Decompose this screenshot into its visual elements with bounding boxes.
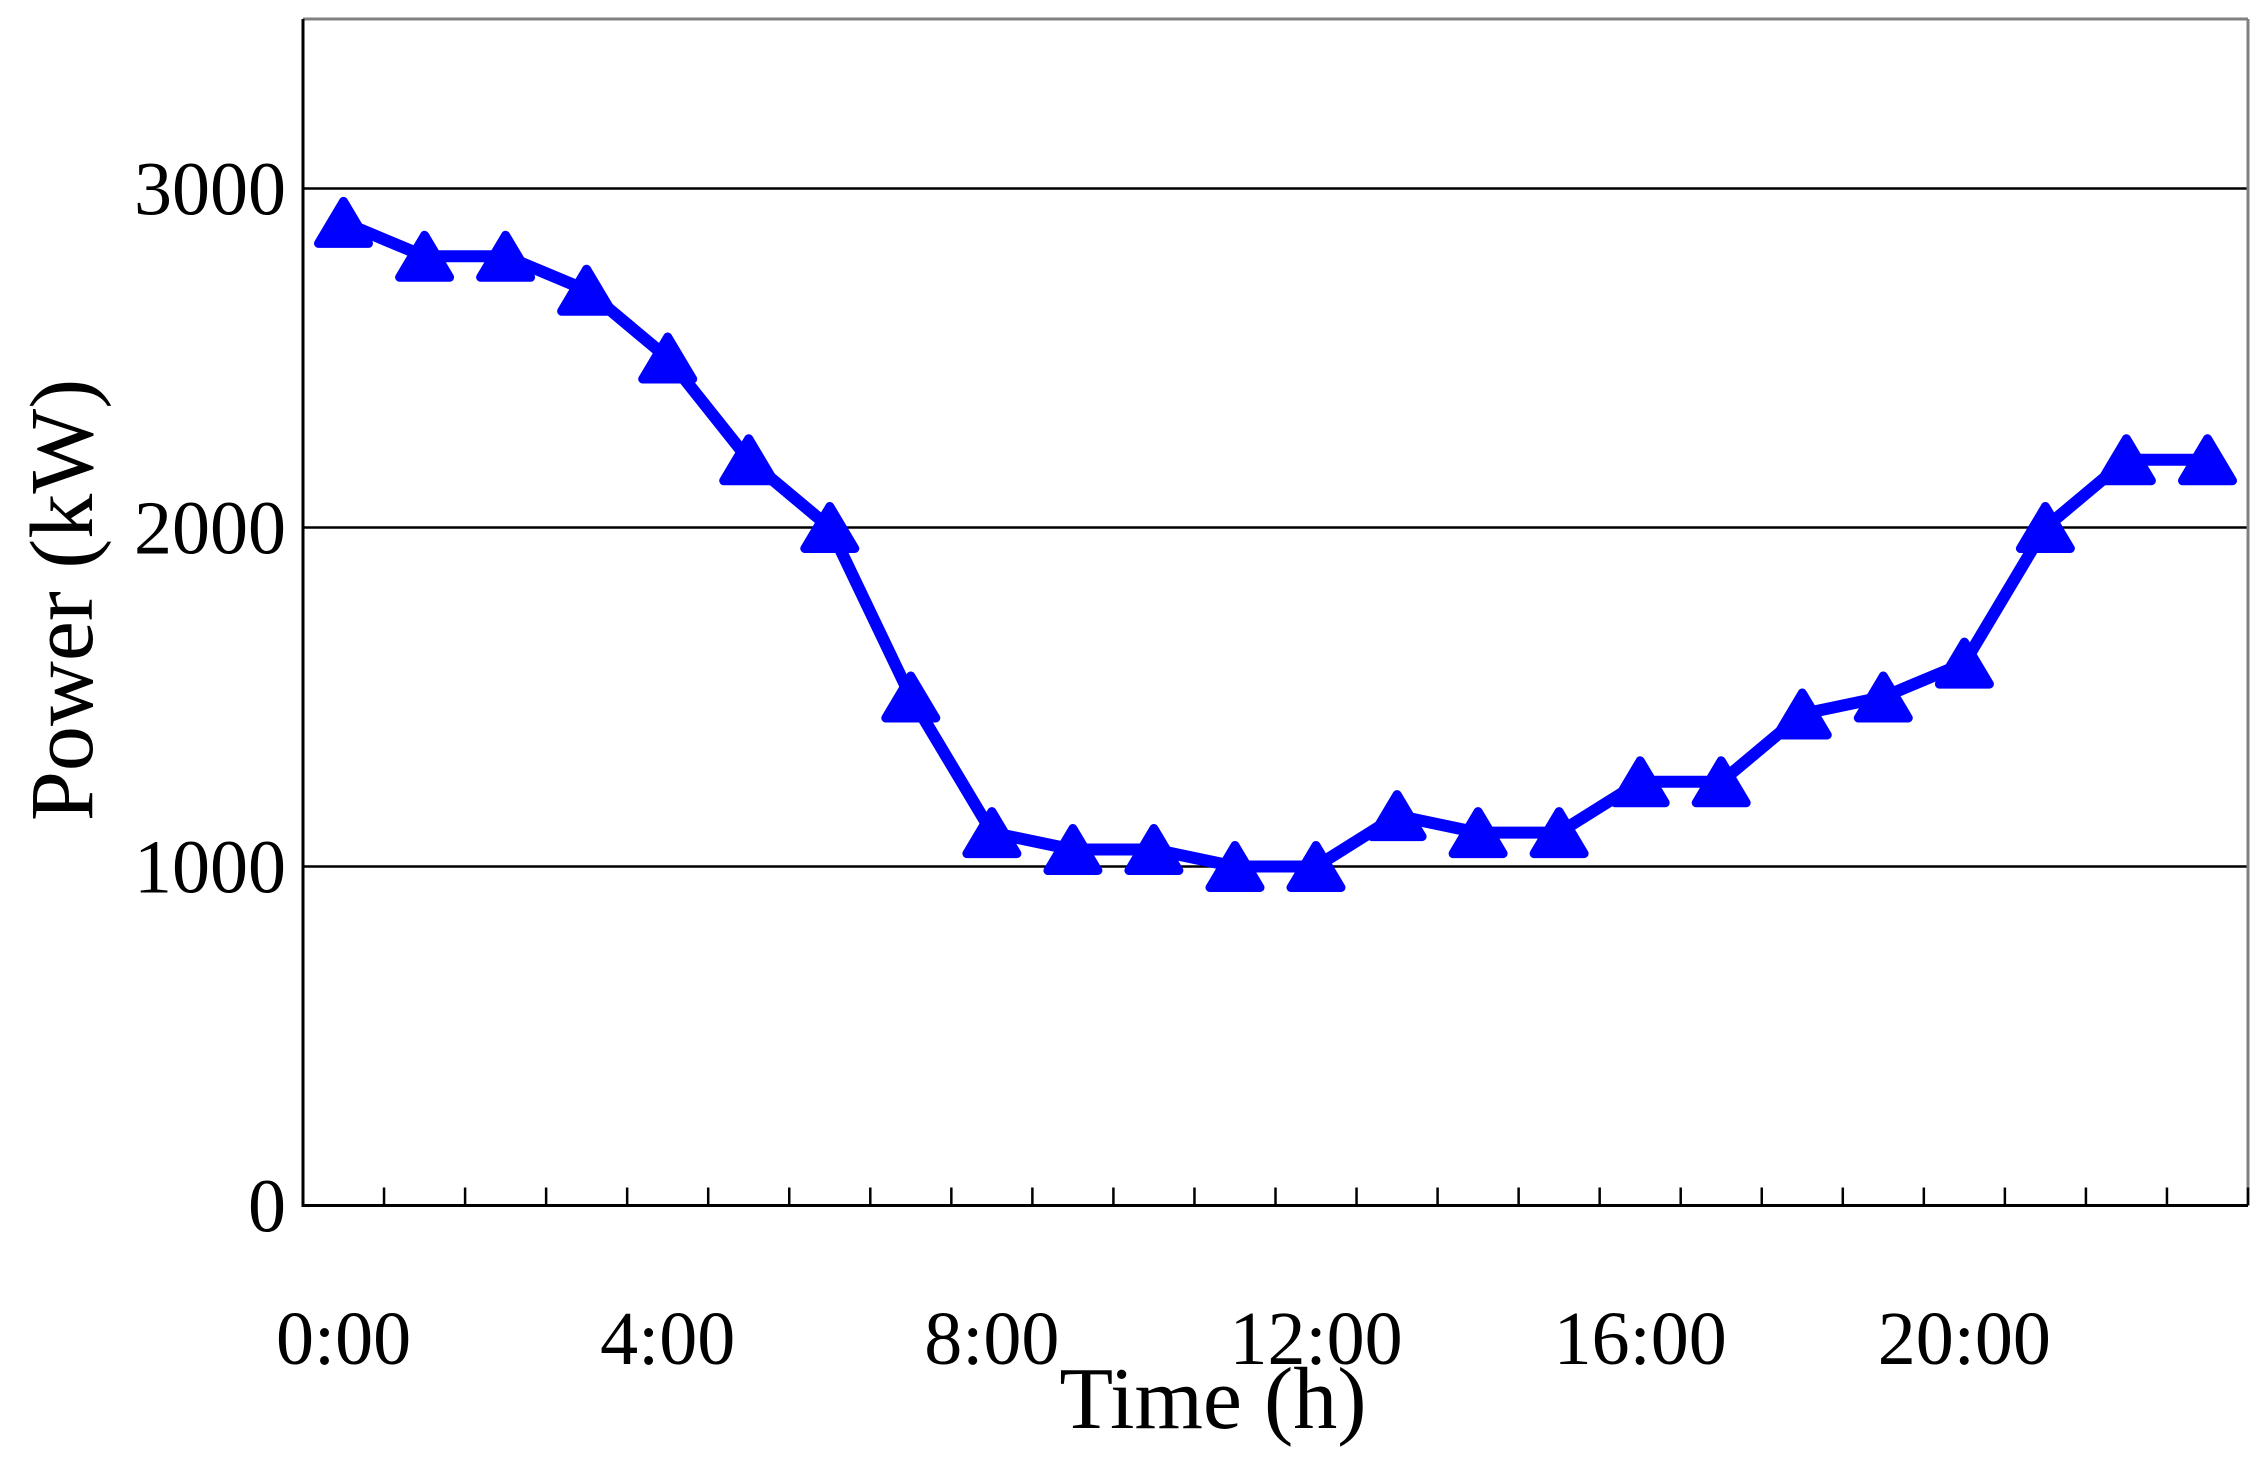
y-tick-label: 0 <box>248 1165 286 1249</box>
y-tick-label: 3000 <box>134 148 286 232</box>
x-tick-label: 12:00 <box>1229 1297 1402 1381</box>
data-point-marker <box>1934 637 1994 689</box>
data-point-marker <box>1124 824 1184 875</box>
data-point-marker <box>1691 756 1751 808</box>
x-tick-label: 0:00 <box>276 1297 411 1381</box>
power-series-line <box>337 216 2214 873</box>
data-point-marker <box>1448 807 1508 859</box>
data-point-marker <box>962 807 1022 859</box>
data-point-marker <box>1529 807 1589 859</box>
data-point-marker <box>1043 824 1103 875</box>
x-tick-label: 8:00 <box>924 1297 1059 1381</box>
data-point-marker <box>638 332 698 384</box>
plot-border <box>303 17 2250 1206</box>
y-tick-label: 1000 <box>134 826 286 910</box>
x-axis-ticks <box>301 1187 2250 1206</box>
axes <box>301 19 2248 1207</box>
x-axis-title: Time (h) <box>1059 1351 1366 1448</box>
data-point-marker <box>2015 502 2075 553</box>
data-point-marker <box>557 264 617 316</box>
data-point-marker <box>719 434 779 486</box>
data-point-marker <box>1610 756 1670 808</box>
data-point-marker <box>1286 841 1346 892</box>
data-point-marker <box>476 230 536 282</box>
x-axis-tick-labels: 0:00 4:00 8:00 12:00 16:00 20:00 <box>276 1297 2051 1381</box>
data-series-power <box>314 196 2237 892</box>
data-point-marker <box>1853 671 1913 723</box>
data-point-marker <box>1367 790 1427 842</box>
y-axis-tick-labels: 0 1000 2000 3000 <box>134 148 286 1249</box>
y-tick-label: 2000 <box>134 487 286 571</box>
data-point-marker <box>1772 688 1832 740</box>
data-point-marker <box>2178 434 2237 486</box>
data-point-marker <box>314 196 373 248</box>
x-tick-label: 4:00 <box>600 1297 735 1381</box>
x-tick-label: 20:00 <box>1878 1297 2051 1381</box>
data-point-marker <box>2096 434 2156 486</box>
data-point-marker <box>1205 841 1265 892</box>
x-tick-label: 16:00 <box>1554 1297 1727 1381</box>
data-point-marker <box>800 502 860 553</box>
y-axis-title: Power (kW) <box>13 379 112 821</box>
data-point-marker <box>881 671 941 723</box>
data-point-marker <box>395 230 455 282</box>
